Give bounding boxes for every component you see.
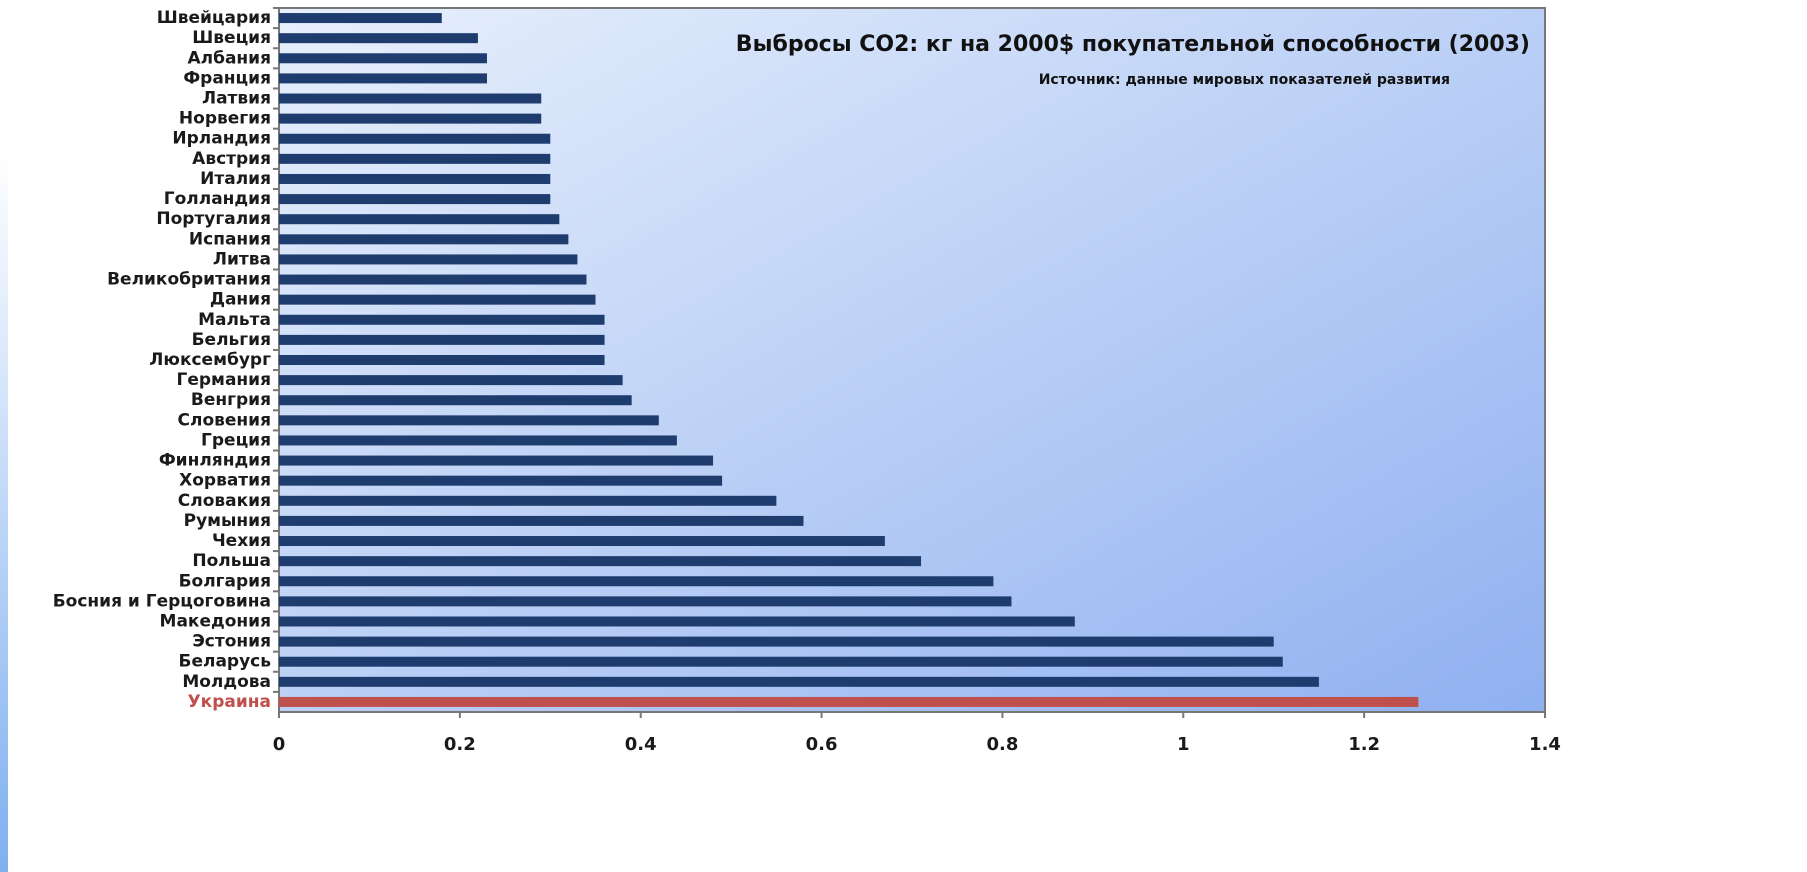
y-tick-label: Болгария xyxy=(179,571,271,591)
bar xyxy=(279,314,605,325)
bar xyxy=(279,194,551,205)
y-tick-label: Испания xyxy=(189,229,271,249)
y-tick-label: Албания xyxy=(187,48,271,68)
bar xyxy=(279,696,1419,707)
y-tick-label: Португалия xyxy=(156,209,271,229)
bar xyxy=(279,676,1319,687)
bar xyxy=(279,415,659,426)
bar xyxy=(279,53,487,64)
chart-title: Выбросы CO2: кг на 2000$ покупательной с… xyxy=(736,32,1530,57)
y-tick-label: Голландия xyxy=(164,189,271,209)
bar xyxy=(279,133,551,144)
bar xyxy=(279,33,478,44)
x-tick-label: 0.2 xyxy=(444,734,476,755)
bar xyxy=(279,73,487,84)
y-tick-label: Великобритания xyxy=(107,270,271,290)
bar xyxy=(279,93,542,104)
bar xyxy=(279,294,596,305)
y-tick-label: Финляндия xyxy=(159,451,271,471)
bar xyxy=(279,656,1283,667)
y-tick-label: Словения xyxy=(178,410,271,430)
y-tick-label: Эстония xyxy=(192,632,271,652)
y-tick-label: Украина xyxy=(188,692,271,712)
bar xyxy=(279,214,560,225)
bar xyxy=(279,13,442,24)
bar xyxy=(279,274,587,285)
chart-subtitle: Источник: данные мировых показателей раз… xyxy=(1039,72,1450,88)
y-tick-label: Босния и Герцоговина xyxy=(53,591,271,611)
bar xyxy=(279,616,1075,627)
y-tick-label: Греция xyxy=(201,430,271,450)
y-tick-label: Бельгия xyxy=(192,330,271,350)
bar xyxy=(279,435,677,446)
bar xyxy=(279,515,804,526)
bar xyxy=(279,455,714,466)
y-tick-label: Австрия xyxy=(192,149,271,169)
y-tick-label: Чехия xyxy=(212,531,271,551)
bar xyxy=(279,375,623,386)
y-tick-label: Латвия xyxy=(202,89,271,109)
y-tick-label: Швейцария xyxy=(157,8,271,28)
bar xyxy=(279,395,632,406)
bar xyxy=(279,234,569,245)
y-tick-label: Польша xyxy=(192,551,271,571)
bar xyxy=(279,355,605,365)
x-tick-label: 1 xyxy=(1177,734,1190,755)
bar xyxy=(279,113,542,124)
edge-strip xyxy=(0,150,8,872)
x-tick-label: 1.4 xyxy=(1529,734,1561,755)
y-tick-label: Румыния xyxy=(184,511,271,531)
y-tick-label: Мальта xyxy=(198,310,271,330)
y-tick-label: Молдова xyxy=(182,672,271,692)
bar xyxy=(279,536,885,547)
y-tick-label: Дания xyxy=(210,290,271,310)
y-tick-label: Швеция xyxy=(192,28,271,48)
y-tick-label: Беларусь xyxy=(179,652,272,672)
bar xyxy=(279,576,994,587)
bar xyxy=(279,173,551,184)
x-tick-label: 1.2 xyxy=(1348,734,1380,755)
y-tick-label: Норвегия xyxy=(179,109,271,129)
y-tick-label: Хорватия xyxy=(179,471,271,491)
y-tick-label: Венгрия xyxy=(191,390,271,410)
y-tick-label: Ирландия xyxy=(172,129,271,149)
bar xyxy=(279,636,1274,647)
bar xyxy=(279,556,922,567)
bar xyxy=(279,334,605,345)
bar xyxy=(279,254,578,265)
bar xyxy=(279,475,723,486)
x-tick-label: 0.6 xyxy=(806,734,838,755)
y-tick-label: Италия xyxy=(200,169,271,189)
y-tick-label: Германия xyxy=(177,370,271,390)
bar xyxy=(279,596,1012,607)
bar xyxy=(279,153,551,164)
y-tick-label: Словакия xyxy=(178,491,271,511)
x-tick-label: 0.8 xyxy=(986,734,1018,755)
y-tick-label: Франция xyxy=(183,68,271,88)
x-tick-label: 0.4 xyxy=(625,734,657,755)
bar xyxy=(279,495,777,506)
y-tick-label: Люксембург xyxy=(149,350,271,370)
y-tick-label: Македония xyxy=(160,611,271,631)
x-tick-label: 0 xyxy=(273,734,286,755)
y-tick-label: Литва xyxy=(213,249,271,269)
